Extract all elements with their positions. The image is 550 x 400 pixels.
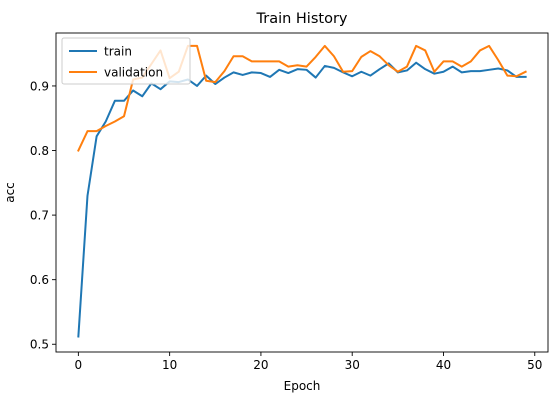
y-tick-label: 0.6 xyxy=(30,273,49,287)
plot-frame xyxy=(55,32,549,353)
y-axis: 0.5 0.6 0.7 0.8 0.9 xyxy=(30,79,56,352)
y-tick-label: 0.9 xyxy=(30,79,49,93)
legend-label-train: train xyxy=(104,44,132,58)
y-tick-label: 0.7 xyxy=(30,208,49,222)
x-tick-label: 30 xyxy=(345,358,360,372)
x-axis-label: Epoch xyxy=(284,379,321,393)
y-tick-label: 0.5 xyxy=(30,338,49,352)
x-tick-label: 10 xyxy=(162,358,177,372)
legend: train validation xyxy=(61,37,191,85)
y-tick-label: 0.8 xyxy=(30,144,49,158)
x-tick-label: 20 xyxy=(253,358,268,372)
x-tick-label: 40 xyxy=(436,358,451,372)
y-axis-label: acc xyxy=(3,182,17,203)
plot-area xyxy=(56,33,548,352)
x-tick-label: 0 xyxy=(75,358,83,372)
legend-label-validation: validation xyxy=(104,65,163,79)
x-axis: 0 10 20 30 40 50 xyxy=(75,352,542,372)
x-tick-label: 50 xyxy=(527,358,542,372)
chart-title: Train History xyxy=(256,11,348,27)
